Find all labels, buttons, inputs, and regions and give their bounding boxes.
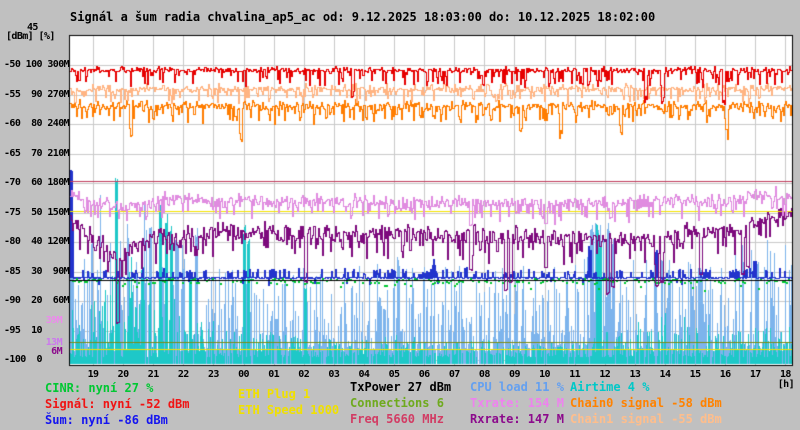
- legend-item: Airtime 4 %: [570, 380, 650, 394]
- legend-item: TxPower 27 dBm: [350, 380, 452, 394]
- y-axis-rate-marker-label: 39M: [45, 315, 63, 326]
- y-axis-tick-label: -70 60 180M: [4, 177, 70, 188]
- x-axis-hour-label: 05: [388, 369, 400, 380]
- x-axis-hour-label: 01: [268, 369, 280, 380]
- y-axis-tick-label: -85 30 90M: [4, 265, 70, 277]
- legend-item: Signál: nyní -52 dBm: [45, 397, 190, 411]
- legend-item: Txrate: 154 M: [470, 396, 564, 410]
- legend-item: Freq 5660 MHz: [350, 412, 444, 426]
- y-axis-tick-label: -75 50 150M: [4, 206, 70, 218]
- x-axis-hour-label: 10: [539, 369, 550, 380]
- x-axis-hour-label: 22: [177, 369, 189, 380]
- x-axis-hour-label: 04: [358, 369, 370, 380]
- y-axis-tick-label: -90 20 60M: [4, 295, 70, 306]
- x-axis-hour-label: 11: [569, 369, 581, 380]
- y-axis-rate-marker-label: 13M: [45, 337, 63, 348]
- x-axis-hour-label: 00: [238, 369, 249, 380]
- y-axis-unit-label: [dBm] [%]: [6, 31, 55, 42]
- y-axis-rate-marker-label: 6M: [51, 346, 62, 357]
- legend-item: Šum: nyní -86 dBm: [45, 413, 168, 427]
- x-axis-unit-label: [h]: [777, 379, 795, 390]
- y-axis-tick-label: -80 40 120M: [4, 236, 70, 247]
- x-axis-hour-label: 23: [207, 369, 219, 380]
- x-axis-hour-label: 07: [448, 369, 460, 380]
- x-axis-hour-label: 17: [749, 369, 761, 380]
- x-axis-hour-label: 13: [629, 369, 641, 380]
- chart-title: Signál a šum radia chvalina_ap5_ac od: 9…: [70, 10, 656, 24]
- y-axis-tick-label: -65 70 210M: [4, 147, 70, 159]
- legend-item: ETH Plug 1: [238, 387, 311, 401]
- x-axis-hour-label: 15: [689, 369, 701, 380]
- legend-item: Rxrate: 147 M: [470, 412, 564, 426]
- legend-item: CPU load 11 %: [470, 380, 564, 394]
- legend-item: Chain1 signal -55 dBm: [570, 412, 722, 426]
- legend-item: Connections 6: [350, 396, 444, 410]
- x-axis-hour-label: 14: [659, 369, 671, 380]
- x-axis-hour-label: 16: [719, 369, 731, 380]
- y-axis-tick-label: -100 0: [4, 354, 43, 365]
- x-axis-hour-label: 03: [328, 369, 340, 380]
- legend-item: ETH Speed 1000: [238, 403, 340, 417]
- x-axis-hour-label: 20: [117, 369, 129, 380]
- y-axis-tick-label: -50 100 300M: [4, 59, 70, 70]
- x-axis-hour-label: 09: [509, 369, 520, 380]
- y-axis-tick-label: -60 80 240M: [4, 118, 70, 129]
- x-axis-hour-label: 02: [298, 369, 310, 380]
- x-axis-hour-label: 08: [478, 369, 490, 380]
- x-axis-hour-label: 18: [779, 369, 791, 380]
- x-axis-hour-label: 21: [147, 369, 159, 380]
- x-axis-hour-label: 19: [87, 369, 99, 380]
- y-axis-top-tick-label: 45: [27, 22, 38, 33]
- legend-item: Chain0 signal -58 dBm: [570, 396, 722, 410]
- y-axis-tick-label: -55 90 270M: [4, 88, 70, 100]
- y-axis-tick-label: -95 10: [4, 324, 43, 336]
- x-axis-hour-label: 12: [599, 369, 611, 380]
- legend-item: CINR: nyní 27 %: [45, 381, 154, 395]
- x-axis-hour-label: 06: [418, 369, 430, 380]
